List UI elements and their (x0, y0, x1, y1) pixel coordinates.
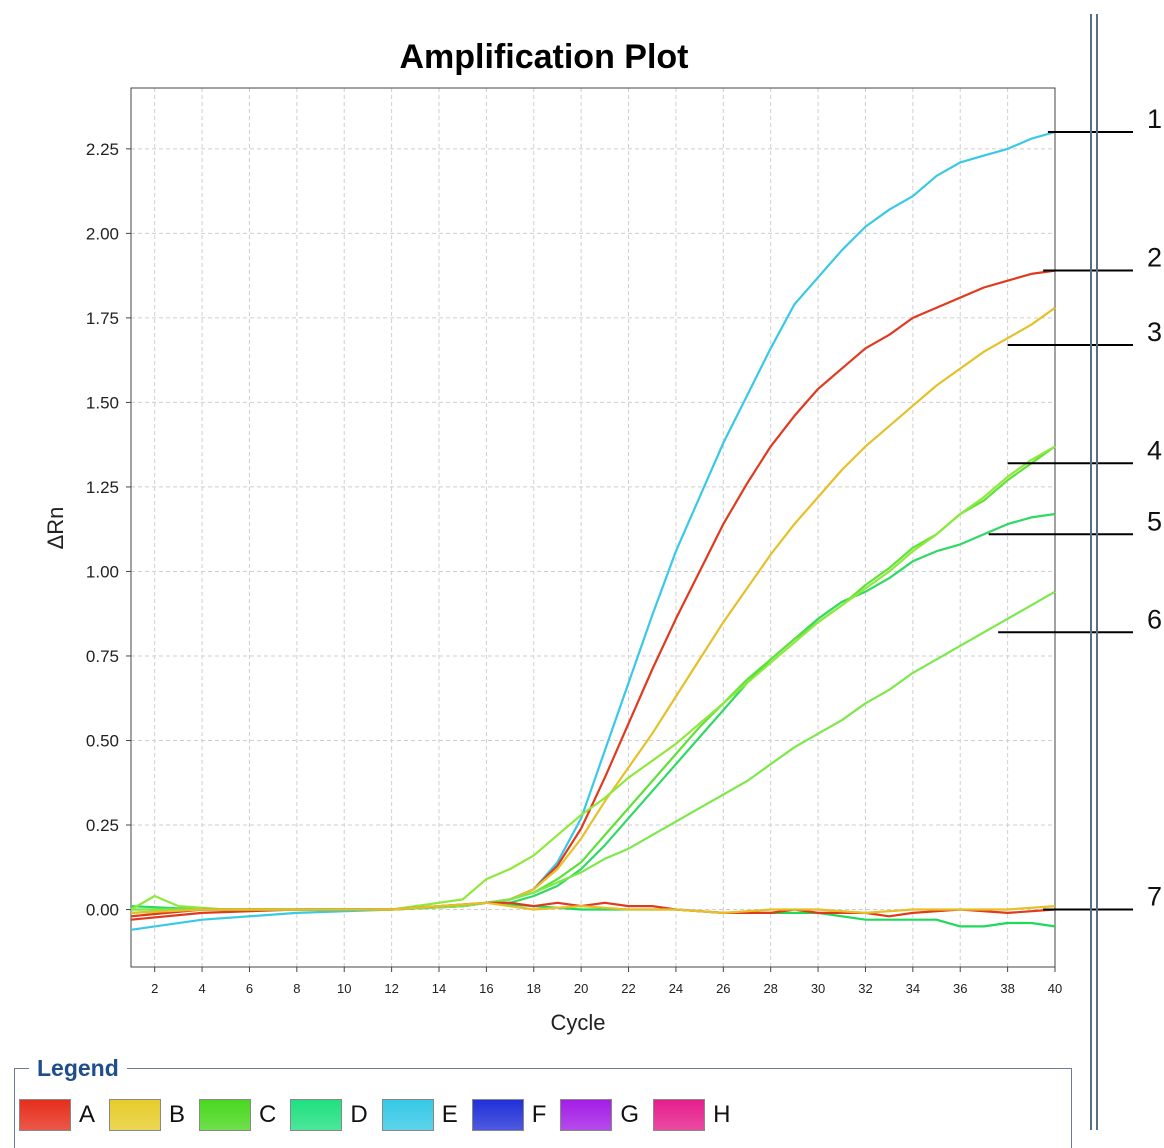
x-tick-label: 14 (432, 981, 446, 996)
y-axis-ticks: 0.00 0.25 0.50 0.75 1.00 1.25 1.50 1.75 2.00 2.25 (86, 140, 131, 920)
callouts: 1 2 3 4 5 6 7 (988, 104, 1162, 912)
legend-label: F (531, 1101, 547, 1128)
legend-label: E (441, 1101, 458, 1128)
x-tick-label: 2 (151, 981, 158, 996)
x-tick-label: 22 (621, 981, 635, 996)
y-tick-label: 1.50 (86, 393, 119, 412)
panel-divider-left (1090, 14, 1092, 1130)
callout-label: 7 (1147, 882, 1162, 912)
x-tick-label: 30 (811, 981, 825, 996)
legend-item: D (290, 1099, 377, 1131)
legend-items: A B C D E F G H (19, 1099, 744, 1131)
series-line (130, 130, 1056, 931)
series-line (131, 590, 1056, 911)
x-tick-label: 16 (479, 981, 493, 996)
y-tick-label: 2.00 (86, 224, 119, 243)
x-tick-label: 20 (574, 981, 588, 996)
x-tick-label: 40 (1048, 981, 1062, 996)
x-tick-label: 24 (669, 981, 683, 996)
legend-swatch (560, 1099, 613, 1131)
y-tick-label: 1.75 (86, 309, 119, 328)
legend-label: G (620, 1101, 640, 1128)
x-tick-label: 32 (858, 981, 872, 996)
grid (131, 88, 1056, 967)
x-tick-label: 38 (1000, 981, 1014, 996)
legend-item: F (471, 1099, 557, 1131)
callout-label: 6 (1147, 604, 1162, 634)
panel-divider-right (1096, 14, 1098, 1130)
y-tick-label: 0.75 (86, 647, 119, 666)
legend-swatch (290, 1099, 343, 1131)
legend-swatch (199, 1099, 252, 1131)
callout-label: 2 (1147, 243, 1162, 273)
legend-label: H (713, 1101, 731, 1128)
callout-label: 1 (1147, 104, 1162, 134)
legend-item: B (109, 1099, 195, 1131)
x-tick-label: 6 (246, 981, 253, 996)
x-tick-label: 36 (953, 981, 967, 996)
y-tick-label: 2.25 (86, 140, 119, 159)
x-tick-label: 8 (293, 981, 300, 996)
callout-label: 4 (1147, 435, 1162, 465)
legend-swatch (471, 1099, 524, 1131)
legend-item: E (381, 1099, 468, 1131)
x-tick-label: 34 (906, 981, 920, 996)
plot-area (130, 87, 1056, 968)
legend-item: C (199, 1099, 286, 1131)
x-tick-label: 12 (384, 981, 398, 996)
y-tick-label: 0.50 (86, 731, 119, 750)
y-tick-label: 1.25 (86, 478, 119, 497)
series-line (130, 269, 1056, 921)
x-tick-label: 10 (337, 981, 351, 996)
y-axis-label: ΔRn (43, 507, 68, 550)
legend-item: H (653, 1099, 740, 1131)
callout-label: 3 (1147, 317, 1162, 347)
series-line (130, 901, 1056, 915)
x-tick-label: 26 (716, 981, 730, 996)
y-tick-label: 0.00 (86, 901, 119, 920)
legend-title: Legend (29, 1055, 127, 1082)
legend-label: C (259, 1101, 277, 1128)
series-line (130, 445, 1056, 911)
x-axis-ticks: 2 4 6 8 10 12 14 16 18 20 22 24 26 28 30 32 34 36 38 40 (151, 967, 1062, 996)
legend-item: G (560, 1099, 649, 1131)
y-tick-label: 0.25 (86, 816, 119, 835)
legend: Legend A B C D E F G H (14, 1055, 1072, 1148)
legend-label: D (350, 1101, 368, 1128)
legend-swatch (381, 1099, 434, 1131)
legend-swatch (653, 1099, 706, 1131)
legend-label: B (169, 1101, 186, 1128)
legend-swatch (19, 1099, 71, 1131)
series-lines (130, 130, 1056, 931)
y-tick-label: 1.00 (86, 562, 119, 581)
legend-swatch (109, 1099, 162, 1131)
x-tick-label: 4 (198, 981, 205, 996)
legend-label: A (79, 1101, 96, 1128)
chart-title: Amplification Plot (400, 38, 689, 76)
x-tick-label: 28 (763, 981, 777, 996)
series-line (131, 445, 1056, 911)
legend-item: A (19, 1099, 105, 1131)
callout-label: 5 (1147, 506, 1162, 536)
x-tick-label: 18 (527, 981, 541, 996)
x-axis-label: Cycle (550, 1010, 605, 1035)
